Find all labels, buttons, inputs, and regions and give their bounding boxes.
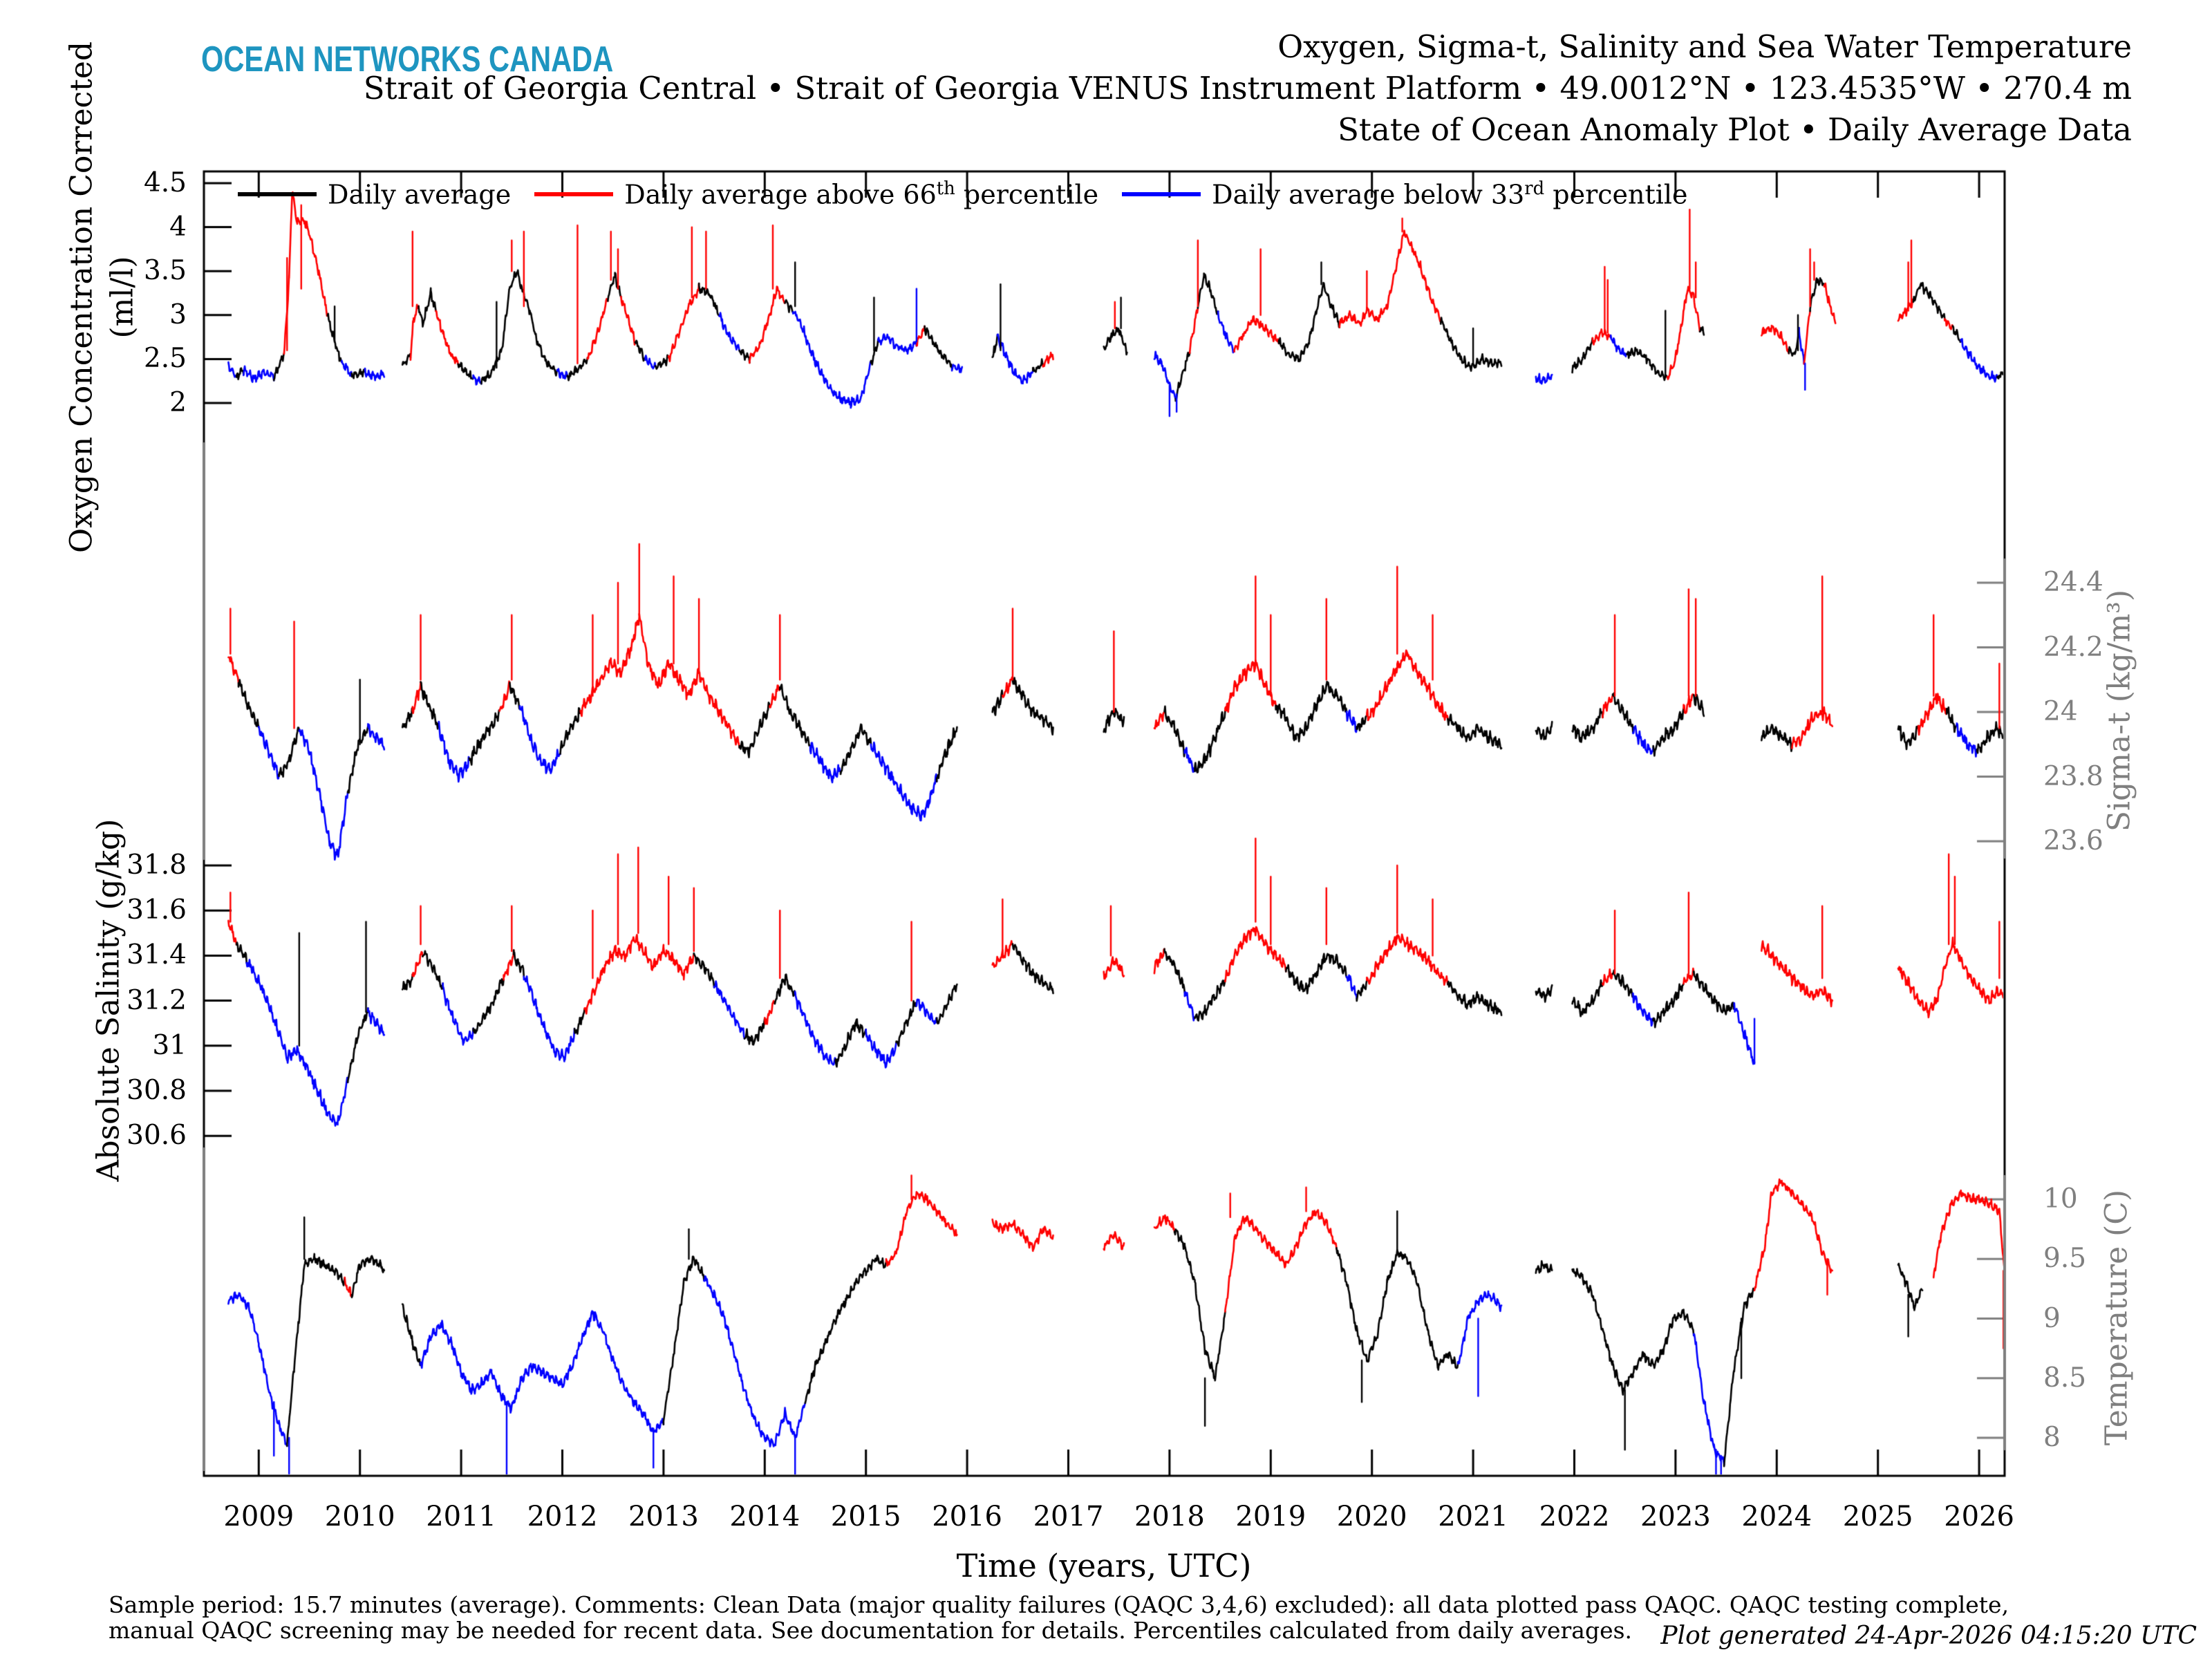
salinity-tick-label: 31.2 — [126, 984, 187, 1016]
legend-item-label: Daily average above 66th percentile — [624, 178, 1099, 210]
footer-line-1: Sample period: 15.7 minutes (average). C… — [109, 1591, 2009, 1618]
legend-item-daily-average: Daily average — [238, 178, 511, 210]
salinity-tick-label: 31.4 — [126, 939, 187, 971]
x-tick-label: 2023 — [1640, 1501, 1711, 1533]
x-tick-label: 2017 — [1033, 1501, 1104, 1533]
onc-logo: OCEAN NETWORKS CANADA — [201, 39, 614, 79]
temperature-tick-label: 10 — [2043, 1183, 2078, 1215]
x-tick-label: 2015 — [830, 1501, 901, 1533]
x-tick-label: 2012 — [527, 1501, 598, 1533]
footer-comments: Sample period: 15.7 minutes (average). C… — [109, 1592, 2009, 1643]
legend-line-black-icon — [238, 191, 317, 196]
footer-line-2: manual QAQC screening may be needed for … — [109, 1617, 1633, 1644]
oxygen-tick-label: 4 — [169, 211, 187, 243]
x-tick-label: 2014 — [729, 1501, 800, 1533]
legend-sup: rd — [1524, 178, 1545, 199]
temperature-tick-label: 9.5 — [2043, 1243, 2087, 1275]
legend-item-label: Daily average below 33rd percentile — [1212, 178, 1688, 210]
sigma-tick-label: 23.8 — [2043, 760, 2103, 792]
legend: Daily average Daily average above 66th p… — [238, 178, 1712, 210]
x-tick-label: 2022 — [1539, 1501, 1610, 1533]
y-axis-label-oxygen: Oxygen Concentration Corrected — [64, 41, 100, 554]
title-line-3: State of Ocean Anomaly Plot • Daily Aver… — [1338, 111, 2132, 148]
legend-item-below-33rd: Daily average below 33rd percentile — [1122, 178, 1688, 210]
legend-item-above-66th: Daily average above 66th percentile — [534, 178, 1098, 210]
x-axis-title: Time (years, UTC) — [956, 1547, 1252, 1584]
sigma-tick-label: 24.2 — [2043, 631, 2103, 663]
legend-sup: th — [936, 178, 955, 199]
salinity-tick-label: 31.8 — [126, 850, 187, 881]
temperature-tick-label: 8.5 — [2043, 1362, 2087, 1394]
plot-title-block: Oxygen, Sigma-t, Salinity and Sea Water … — [364, 26, 2132, 151]
salinity-tick-label: 30.6 — [126, 1120, 187, 1152]
salinity-tick-label: 31 — [152, 1029, 187, 1061]
x-tick-label: 2011 — [426, 1501, 496, 1533]
x-tick-label: 2019 — [1235, 1501, 1306, 1533]
oxygen-tick-label: 2.5 — [143, 343, 187, 375]
x-tick-label: 2020 — [1336, 1501, 1407, 1533]
legend-line-blue-icon — [1122, 191, 1201, 196]
x-tick-label: 2009 — [223, 1501, 294, 1533]
sigma-tick-label: 24.4 — [2043, 567, 2103, 598]
legend-item-label: Daily average — [328, 179, 512, 210]
x-tick-label: 2016 — [932, 1501, 1002, 1533]
oxygen-tick-label: 3 — [169, 299, 187, 330]
temperature-tick-label: 9 — [2043, 1302, 2061, 1334]
legend-line-red-icon — [534, 191, 614, 196]
salinity-tick-label: 30.8 — [126, 1075, 187, 1106]
sigma-tick-label: 24 — [2043, 696, 2078, 727]
title-line-2: Strait of Georgia Central • Strait of Ge… — [363, 70, 2132, 106]
temperature-tick-label: 8 — [2043, 1422, 2061, 1453]
x-tick-label: 2018 — [1134, 1501, 1205, 1533]
x-tick-label: 2021 — [1438, 1501, 1508, 1533]
oxygen-tick-label: 3.5 — [143, 255, 187, 287]
oxygen-tick-label: 4.5 — [143, 167, 187, 198]
title-line-1: Oxygen, Sigma-t, Salinity and Sea Water … — [1277, 28, 2132, 65]
x-tick-label: 2026 — [1944, 1501, 2014, 1533]
salinity-tick-label: 31.6 — [126, 894, 187, 926]
x-tick-label: 2010 — [324, 1501, 395, 1533]
oxygen-tick-label: 2 — [169, 387, 187, 418]
x-tick-label: 2013 — [628, 1501, 699, 1533]
x-tick-label: 2024 — [1741, 1501, 1812, 1533]
sigma-tick-label: 23.6 — [2043, 825, 2103, 856]
x-tick-label: 2025 — [1842, 1501, 1913, 1533]
plot-generated-note: Plot generated 24-Apr-2026 04:15:20 UTC — [1660, 1622, 2197, 1650]
